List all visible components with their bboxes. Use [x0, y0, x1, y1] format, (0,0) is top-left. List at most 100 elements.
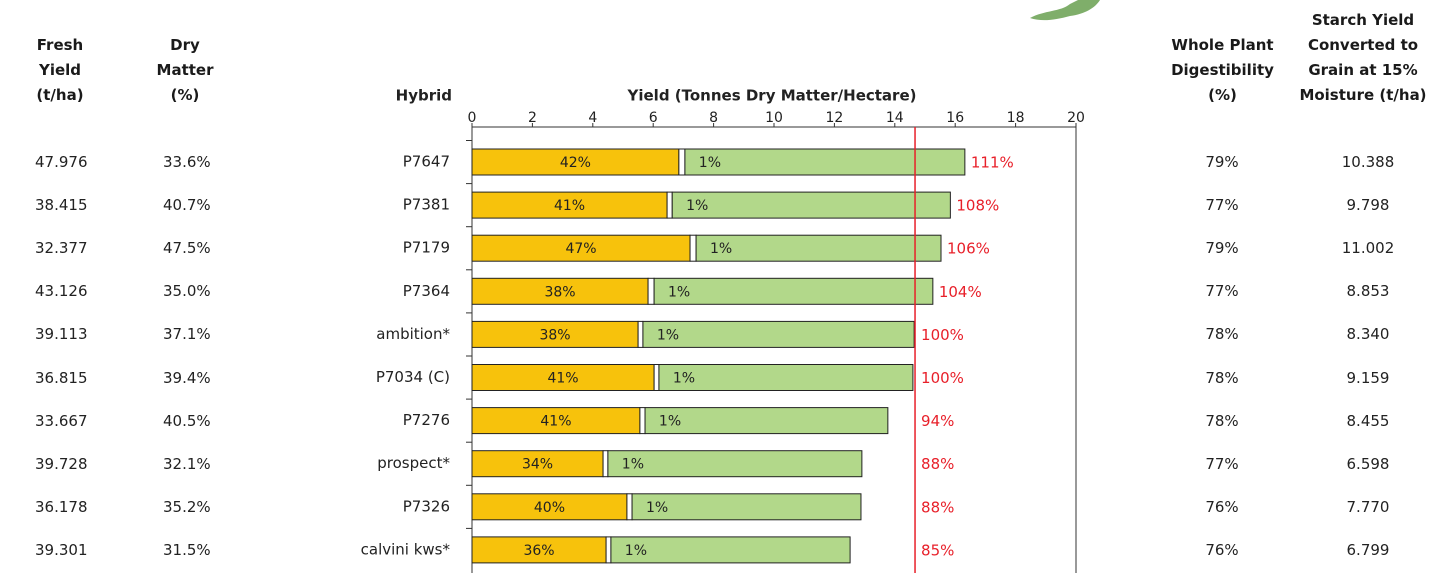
table-cell: 79%	[1205, 153, 1239, 171]
bar-segment	[471, 364, 655, 391]
table-cell: 33.6%	[163, 153, 211, 171]
table-cell: 32.377	[35, 239, 88, 258]
column-header: Dry Matter (%)	[156, 36, 214, 104]
y-tick-label: P7179	[403, 239, 450, 257]
x-tick-label: 10	[765, 110, 783, 126]
x-tick-label: 8	[709, 110, 718, 126]
table-cell: 39.4%	[163, 368, 211, 387]
column-header: Whole Plant Digestibility (%)	[1171, 36, 1274, 104]
bar-segment	[671, 191, 951, 219]
table-cell: 32.1%	[163, 454, 211, 473]
x-tick-label: 14	[886, 110, 904, 126]
bar-segment	[607, 450, 863, 478]
table-cell: 35.2%	[163, 497, 211, 516]
table-cell: 77%	[1205, 282, 1239, 301]
bar-label: 40%	[534, 500, 565, 516]
bar-label: 1%	[659, 414, 681, 430]
x-tick-label: 20	[1067, 110, 1085, 126]
y-tick-label: prospect*	[377, 454, 450, 472]
bar-segment	[471, 191, 668, 219]
total-label: 88%	[921, 498, 954, 516]
bar-label: 1%	[673, 371, 695, 387]
bar-segment	[610, 536, 851, 564]
table-cell: 76%	[1205, 497, 1239, 516]
table-cell: 36.815	[35, 368, 88, 387]
table-cell: 40.5%	[163, 411, 211, 430]
bar-label: 38%	[544, 284, 575, 300]
table-cell: 9.159	[1346, 368, 1390, 387]
table-cell: 9.798	[1346, 196, 1390, 215]
table-cell: 36.178	[35, 497, 88, 516]
y-tick-label: P7381	[403, 196, 450, 214]
bar-segment	[653, 364, 660, 391]
y-axis-title: Hybrid	[396, 87, 452, 105]
bar-segment	[626, 493, 633, 521]
table-cell: 47.976	[35, 153, 88, 171]
decoration	[1030, 0, 1100, 21]
bar-label: 47%	[565, 241, 596, 257]
x-tick-label: 0	[468, 110, 477, 126]
x-tick-label: 2	[528, 110, 537, 126]
table-cell: 43.126	[35, 282, 88, 301]
bar-segment	[471, 148, 680, 176]
table-cell: 8.340	[1346, 325, 1390, 344]
table-cell: 33.667	[35, 411, 88, 430]
table-cell: 47.5%	[163, 239, 211, 258]
bar-label: 38%	[539, 327, 570, 343]
y-tick-label: ambition*	[376, 325, 450, 343]
bar-segment	[605, 536, 612, 564]
total-label: 85%	[921, 541, 954, 559]
column-header: Starch Yield Converted to Grain at 15% M…	[1299, 11, 1427, 104]
bar-segment	[642, 320, 915, 348]
bar-segment	[471, 493, 628, 521]
table-cell: 78%	[1205, 411, 1239, 430]
column-header: Fresh Yield (t/ha)	[36, 36, 84, 104]
table-cell: 8.853	[1346, 282, 1390, 301]
total-label: 88%	[921, 455, 954, 473]
bar-segment	[471, 536, 607, 564]
bar-label: 1%	[710, 241, 732, 257]
bar-segment	[684, 148, 966, 176]
total-label: 111%	[971, 154, 1014, 172]
bar-segment	[658, 364, 914, 391]
bar-segment	[695, 234, 942, 262]
y-tick-label: P7326	[403, 497, 450, 515]
total-label: 106%	[947, 240, 990, 258]
bar-segment	[647, 277, 655, 305]
table-cell: 77%	[1205, 454, 1239, 473]
bar-segment	[644, 407, 889, 435]
bar-segment	[471, 277, 649, 305]
bar-label: 1%	[657, 327, 679, 343]
total-label: 108%	[956, 197, 999, 215]
bar-label: 36%	[523, 543, 554, 559]
x-tick-label: 6	[649, 110, 658, 126]
bar-segment	[631, 493, 862, 521]
bar-label: 1%	[646, 500, 668, 516]
y-tick-label: P7034 (C)	[376, 368, 450, 386]
table-cell: 10.388	[1341, 153, 1395, 171]
table-cell: 78%	[1205, 325, 1239, 344]
bar-label: 41%	[554, 198, 585, 214]
total-label: 100%	[921, 326, 964, 344]
bar-label: 41%	[540, 414, 571, 430]
bar-segment	[637, 320, 644, 348]
bar-segment	[471, 234, 691, 262]
total-label: 94%	[921, 412, 954, 430]
table-cell: 37.1%	[163, 325, 211, 344]
table-cell: 31.5%	[163, 540, 211, 559]
bar-segment	[653, 277, 934, 305]
table-cell: 6.799	[1346, 540, 1390, 559]
bar-label: 1%	[686, 198, 708, 214]
table-cell: 40.7%	[163, 196, 211, 215]
y-tick-label: P7364	[403, 282, 450, 300]
bar-segment	[602, 450, 609, 478]
total-label: 104%	[939, 283, 982, 301]
table-cell: 38.415	[35, 196, 88, 215]
table-cell: 78%	[1205, 368, 1239, 387]
bar-segment	[678, 148, 686, 176]
table-cell: 39.728	[35, 454, 88, 473]
bar-label: 1%	[622, 457, 644, 473]
bar-segment	[639, 407, 646, 435]
table-cell: 8.455	[1346, 411, 1390, 430]
